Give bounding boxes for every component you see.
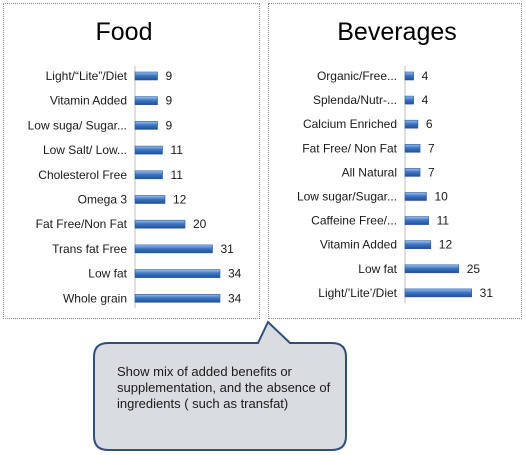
beverages-chart-title: Beverages: [337, 18, 457, 46]
beverages-bar: [404, 168, 421, 177]
beverages-bar: [404, 192, 427, 201]
food-value-label: 9: [166, 69, 173, 83]
beverages-category-label: Calcium Enriched: [303, 117, 397, 131]
beverages-bar: [404, 264, 460, 274]
food-category-label: Low suga/ Sugar...: [28, 118, 127, 132]
food-category-label: Fat Free/Non Fat: [36, 217, 128, 231]
food-bar: [134, 269, 221, 278]
beverages-bar: [404, 119, 419, 129]
callout-text: Show mix of added benefits or supplement…: [117, 364, 331, 411]
food-category-label: Low fat: [88, 267, 127, 281]
beverages-value-label: 12: [439, 238, 453, 252]
beverages-bars: Organic/Free... 4 Splenda/Nutr-... 4 Calcium…: [297, 66, 493, 303]
food-value-label: 20: [193, 217, 207, 231]
food-bar: [134, 121, 158, 130]
beverages-bar: [404, 144, 421, 153]
food-bars: Light/“Lite”/Diet 9 Vitamin Added 9 Low suga…: [28, 66, 242, 309]
food-value-label: 9: [166, 118, 173, 132]
food-bar: [134, 195, 166, 204]
beverages-bar: [404, 288, 472, 298]
food-category-label: Vitamin Added: [50, 94, 127, 108]
food-bar: [134, 96, 158, 105]
food-value-label: 34: [228, 267, 242, 281]
beverages-category-label: Caffeine Free/...: [311, 214, 397, 228]
food-chart-title: Food: [96, 18, 153, 46]
beverages-category-label: Splenda/Nutr-...: [313, 93, 397, 107]
beverages-bar: [404, 216, 429, 225]
food-category-label: Whole grain: [63, 291, 127, 305]
beverages-value-label: 7: [428, 141, 435, 155]
beverages-bar-chart: Beverages Organic/Free... 4 Splenda/Nutr-.…: [297, 18, 493, 303]
beverages-category-label: Vitamin Added: [320, 238, 397, 252]
food-value-label: 31: [221, 242, 235, 256]
beverages-value-label: 7: [428, 165, 435, 179]
beverages-value-label: 4: [422, 93, 429, 107]
beverages-value-label: 31: [480, 286, 494, 300]
beverages-category-label: Organic/Free...: [317, 69, 397, 83]
food-bar: [134, 145, 163, 155]
food-category-label: Trans fat Free: [52, 242, 127, 256]
beverages-value-label: 4: [422, 69, 429, 83]
food-bar: [134, 293, 221, 303]
food-category-label: Omega 3: [78, 193, 128, 207]
beverages-chart-panel: Beverages Organic/Free... 4 Splenda/Nutr-.…: [268, 3, 522, 319]
food-value-label: 12: [173, 193, 187, 207]
food-bar: [134, 71, 158, 81]
beverages-category-label: Low sugar/Sugar...: [297, 190, 397, 204]
beverages-value-label: 11: [437, 214, 450, 228]
food-value-label: 11: [171, 168, 184, 182]
food-value-label: 11: [171, 143, 184, 157]
beverages-bar: [404, 71, 414, 81]
beverages-category-label: Light/’Lite’/Diet: [318, 286, 397, 300]
food-value-label: 34: [228, 291, 242, 305]
food-category-label: Light/“Lite”/Diet: [46, 69, 128, 83]
beverages-value-label: 6: [426, 117, 433, 131]
beverages-category-label: All Natural: [342, 165, 397, 179]
beverages-value-label: 10: [435, 190, 449, 204]
food-bar-chart: Food Light/“Lite”/Diet 9 Vitamin Added 9 Low…: [28, 18, 242, 309]
food-value-label: 9: [166, 94, 173, 108]
food-category-label: Cholesterol Free: [38, 168, 127, 182]
beverages-value-label: 25: [467, 262, 481, 276]
beverages-bar: [404, 240, 432, 249]
food-category-label: Low Salt/ Low...: [43, 143, 127, 157]
food-bar: [134, 170, 163, 180]
beverages-category-label: Fat Free/ Non Fat: [302, 141, 397, 155]
beverages-category-label: Low fat: [358, 262, 397, 276]
food-bar: [134, 219, 186, 229]
food-chart-panel: Food Light/“Lite”/Diet 9 Vitamin Added 9 Low…: [3, 3, 260, 319]
food-bar: [134, 244, 213, 254]
beverages-bar: [404, 95, 414, 105]
